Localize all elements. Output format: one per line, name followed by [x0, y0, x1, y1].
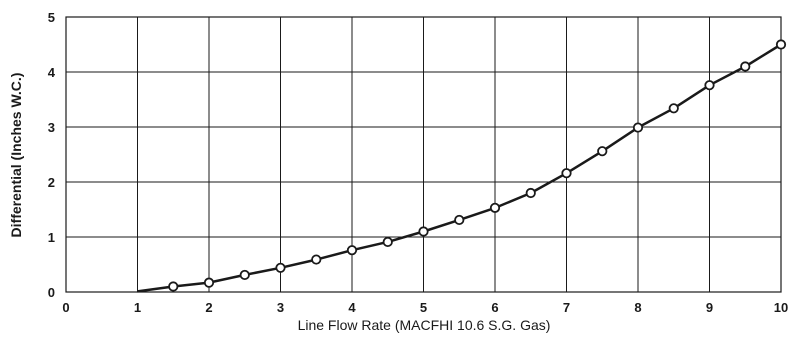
x-tick-label: 8 [634, 300, 641, 315]
y-axis-label: Differential (Inches W.C.) [8, 73, 24, 238]
data-point-marker [525, 187, 536, 199]
x-tick-label: 5 [420, 300, 427, 315]
y-tick-label: 2 [48, 175, 55, 190]
x-tick-label: 0 [62, 300, 69, 315]
x-tick-label: 3 [277, 300, 284, 315]
y-tick-label: 4 [48, 65, 56, 80]
x-tick-label: 9 [706, 300, 713, 315]
data-point-marker [275, 262, 286, 273]
x-tick-label: 1 [134, 300, 141, 315]
y-tick-label: 0 [48, 285, 55, 300]
data-point-marker [740, 61, 751, 72]
data-point-marker [454, 214, 465, 226]
y-tick-labels: 0 1 2 3 4 5 [48, 10, 56, 300]
data-point-marker [239, 269, 250, 281]
data-point-marker [168, 281, 179, 292]
y-tick-label: 5 [48, 10, 55, 25]
x-axis-label: Line Flow Rate (MACFHI 10.6 S.G. Gas) [298, 317, 551, 333]
data-point-marker [346, 245, 358, 256]
data-point-marker [704, 80, 715, 91]
x-tick-labels: 0 1 2 3 4 5 6 7 8 9 10 [62, 300, 788, 315]
data-point-marker [775, 39, 787, 50]
plot-frame [65, 16, 782, 293]
data-point-marker [203, 277, 215, 288]
x-tick-label: 7 [563, 300, 570, 315]
x-tick-label: 10 [774, 300, 788, 315]
data-point-marker [382, 236, 393, 248]
data-point-marker [489, 202, 501, 213]
x-tick-label: 4 [348, 300, 356, 315]
x-tick-label: 2 [205, 300, 212, 315]
series-line [137, 43, 782, 293]
data-point-marker [311, 254, 322, 265]
y-tick-label: 1 [48, 230, 55, 245]
data-point-marker [418, 226, 429, 237]
data-point-marker [668, 103, 679, 114]
data-point-marker [597, 146, 608, 157]
y-tick-label: 3 [48, 120, 55, 135]
series-line-group [137, 39, 787, 293]
x-tick-label: 6 [491, 300, 498, 315]
data-point-marker [632, 122, 644, 133]
grid [65, 16, 782, 293]
data-point-marker [561, 168, 572, 179]
